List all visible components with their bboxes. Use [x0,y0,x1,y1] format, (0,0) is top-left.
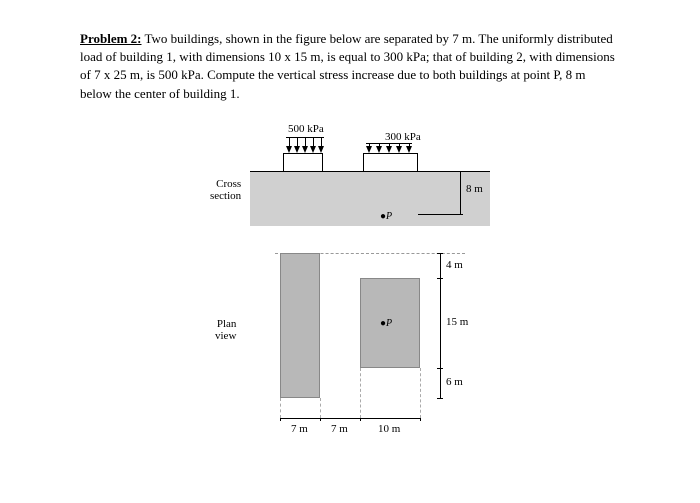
load-arrow-icon [302,146,308,153]
load-arrow-icon [310,146,316,153]
point-p-plan: ●P [380,318,392,329]
building2-cross [363,153,418,171]
dim-bottom-line [280,418,420,419]
cross-section-soil [250,171,490,226]
dim-tick [437,253,443,254]
dim-tick [437,398,443,399]
dim-10m-label: 10 m [378,423,400,435]
load-arrow-icon [376,146,382,153]
dim-tick [437,368,443,369]
point-p-cross: ●P [380,211,392,222]
load-arrow-icon [406,146,412,153]
dim-tick [437,278,443,279]
plan-view-label: Plan view [215,318,236,342]
arrow-stem [321,137,322,146]
cross-section-label: Cross section [210,178,241,202]
load-500-label: 500 kPa [288,123,324,135]
ext-line [420,368,421,418]
dim-8m-baseline [418,214,463,215]
arrow-stem [313,137,314,146]
load-bar [286,137,324,138]
dim-15m-label: 15 m [446,316,468,328]
figure: 500 kPa 300 kPa Cross section ●P 8 m Pla… [80,123,620,483]
dim-7m-b-label: 7 m [331,423,348,435]
arrow-stem [305,137,306,146]
load-bar [366,143,412,144]
dim-8m-line [460,171,461,214]
ext-line [280,398,281,418]
building1-cross [283,153,323,171]
load-arrow-icon [318,146,324,153]
dim-6m-label: 6 m [446,376,463,388]
arrow-stem [297,137,298,146]
problem-statement: Problem 2: Two buildings, shown in the f… [80,30,620,103]
dim-7m-a-label: 7 m [291,423,308,435]
arrow-stem [289,137,290,146]
ext-line [360,368,361,418]
ext-line [320,398,321,418]
problem-body: Two buildings, shown in the figure below… [80,31,615,101]
load-arrow-icon [294,146,300,153]
load-arrow-icon [396,146,402,153]
dim-4m-label: 4 m [446,259,463,271]
load-300-label: 300 kPa [385,131,421,143]
load-arrow-icon [286,146,292,153]
dim-right-v [440,253,441,398]
ground-surface [250,171,490,172]
dim-8m-label: 8 m [466,183,483,195]
load-arrow-icon [386,146,392,153]
load-arrow-icon [366,146,372,153]
building1-plan [280,253,320,398]
problem-title: Problem 2: [80,31,142,46]
dim-tick [457,171,463,172]
